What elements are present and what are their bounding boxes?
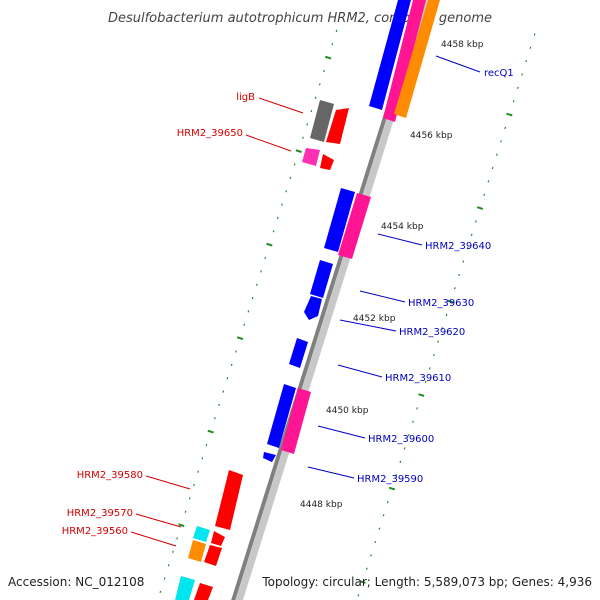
scale-label: 4452 kbp	[353, 314, 396, 324]
leader-line	[307, 466, 355, 479]
tick-mark	[388, 486, 396, 491]
gene-hrm2-39560-orange[interactable]	[188, 540, 206, 562]
genome-summary-text: Topology: circular; Length: 5,589,073 bp…	[262, 575, 592, 589]
leader-line	[317, 425, 366, 439]
tick-mark	[207, 429, 214, 434]
leader-line	[377, 233, 423, 246]
tick-mark	[295, 149, 302, 153]
gene-hrm2-39590[interactable]	[263, 452, 276, 462]
gene-label-hrm2-39600[interactable]: HRM2_39600	[368, 434, 434, 445]
gene-label-hrm2-39560[interactable]: HRM2_39560	[62, 526, 128, 537]
scale-label: 4458 kbp	[441, 40, 484, 50]
tick-mark	[359, 580, 366, 584]
tick-mark	[266, 242, 273, 247]
tick-mark	[447, 299, 454, 304]
gene-hrm2-39630[interactable]	[310, 260, 333, 298]
scale-label: 4454 kbp	[381, 222, 424, 232]
leader-line	[245, 134, 292, 152]
gene-label-hrm2-39640[interactable]: HRM2_39640	[425, 241, 491, 252]
leader-line	[359, 290, 406, 303]
tick-mark	[178, 523, 185, 527]
gene-label-hrm2-39580[interactable]: HRM2_39580	[77, 470, 143, 481]
reverse-gene-labels: recQ1 HRM2_39640 HRM2_39630 HRM2_39620 H…	[307, 55, 514, 485]
gene-hrm2-39650-red[interactable]	[320, 154, 334, 170]
scale-label: 4456 kbp	[410, 131, 453, 141]
gene-blue-top[interactable]	[369, 0, 411, 110]
gene-hrm2-39640-pink[interactable]	[338, 193, 371, 259]
gene-hrm2-39600-blue[interactable]	[267, 384, 296, 448]
scale-labels: 4458 kbp 4456 kbp 4454 kbp 4452 kbp 4450…	[300, 40, 484, 510]
leader-line	[145, 475, 191, 490]
gene-label-hrm2-39590[interactable]: HRM2_39590	[357, 474, 423, 485]
leader-line	[130, 531, 177, 547]
gene-label-hrm2-39650[interactable]: HRM2_39650	[177, 128, 243, 139]
leader-line	[337, 364, 383, 378]
scale-label: 4450 kbp	[326, 406, 369, 416]
gene-hrm2-39600-pink[interactable]	[281, 388, 311, 454]
tick-mark	[418, 393, 425, 397]
gene-hrm2-39610[interactable]	[289, 338, 308, 368]
leader-line	[135, 513, 182, 528]
tick-mark	[476, 206, 484, 210]
forward-strand-genes	[175, 100, 349, 600]
tick-mark	[324, 55, 332, 60]
gene-hrm2-39620[interactable]	[304, 296, 322, 320]
gene-hrm2-39570-red[interactable]	[211, 531, 225, 546]
leader-line	[258, 97, 304, 114]
leader-line	[435, 55, 481, 73]
gene-label-ligb[interactable]: ligB	[236, 92, 255, 103]
tick-rings	[159, 29, 536, 597]
tick-mark	[236, 336, 244, 340]
gene-ligB-red[interactable]	[326, 108, 349, 144]
gene-bottom-red[interactable]	[194, 583, 213, 600]
gene-hrm2-39650-pink[interactable]	[302, 148, 320, 166]
gene-hrm2-39570-cyan[interactable]	[193, 526, 210, 542]
leader-line	[339, 319, 397, 332]
gene-hrm2-39560-red[interactable]	[204, 545, 222, 566]
gene-label-hrm2-39630[interactable]: HRM2_39630	[408, 298, 474, 309]
gene-bottom-cyan[interactable]	[175, 576, 195, 600]
gene-label-hrm2-39620[interactable]: HRM2_39620	[399, 327, 465, 338]
gene-ligB[interactable]	[310, 100, 334, 142]
reverse-strand-genes	[263, 0, 440, 462]
gene-hrm2-39580[interactable]	[215, 470, 243, 530]
tick-mark	[506, 112, 513, 117]
forward-gene-labels: ligB HRM2_39650 HRM2_39580 HRM2_39570 HR…	[62, 92, 304, 547]
gene-label-recq1[interactable]: recQ1	[484, 68, 514, 79]
gene-hrm2-39640-blue[interactable]	[324, 188, 355, 252]
accession-text: Accession: NC_012108	[8, 575, 145, 589]
gene-orange-top[interactable]	[394, 0, 440, 118]
gene-pink-top[interactable]	[383, 0, 426, 122]
gene-label-hrm2-39610[interactable]: HRM2_39610	[385, 373, 451, 384]
gene-label-hrm2-39570[interactable]: HRM2_39570	[67, 508, 133, 519]
scale-label: 4448 kbp	[300, 500, 343, 510]
